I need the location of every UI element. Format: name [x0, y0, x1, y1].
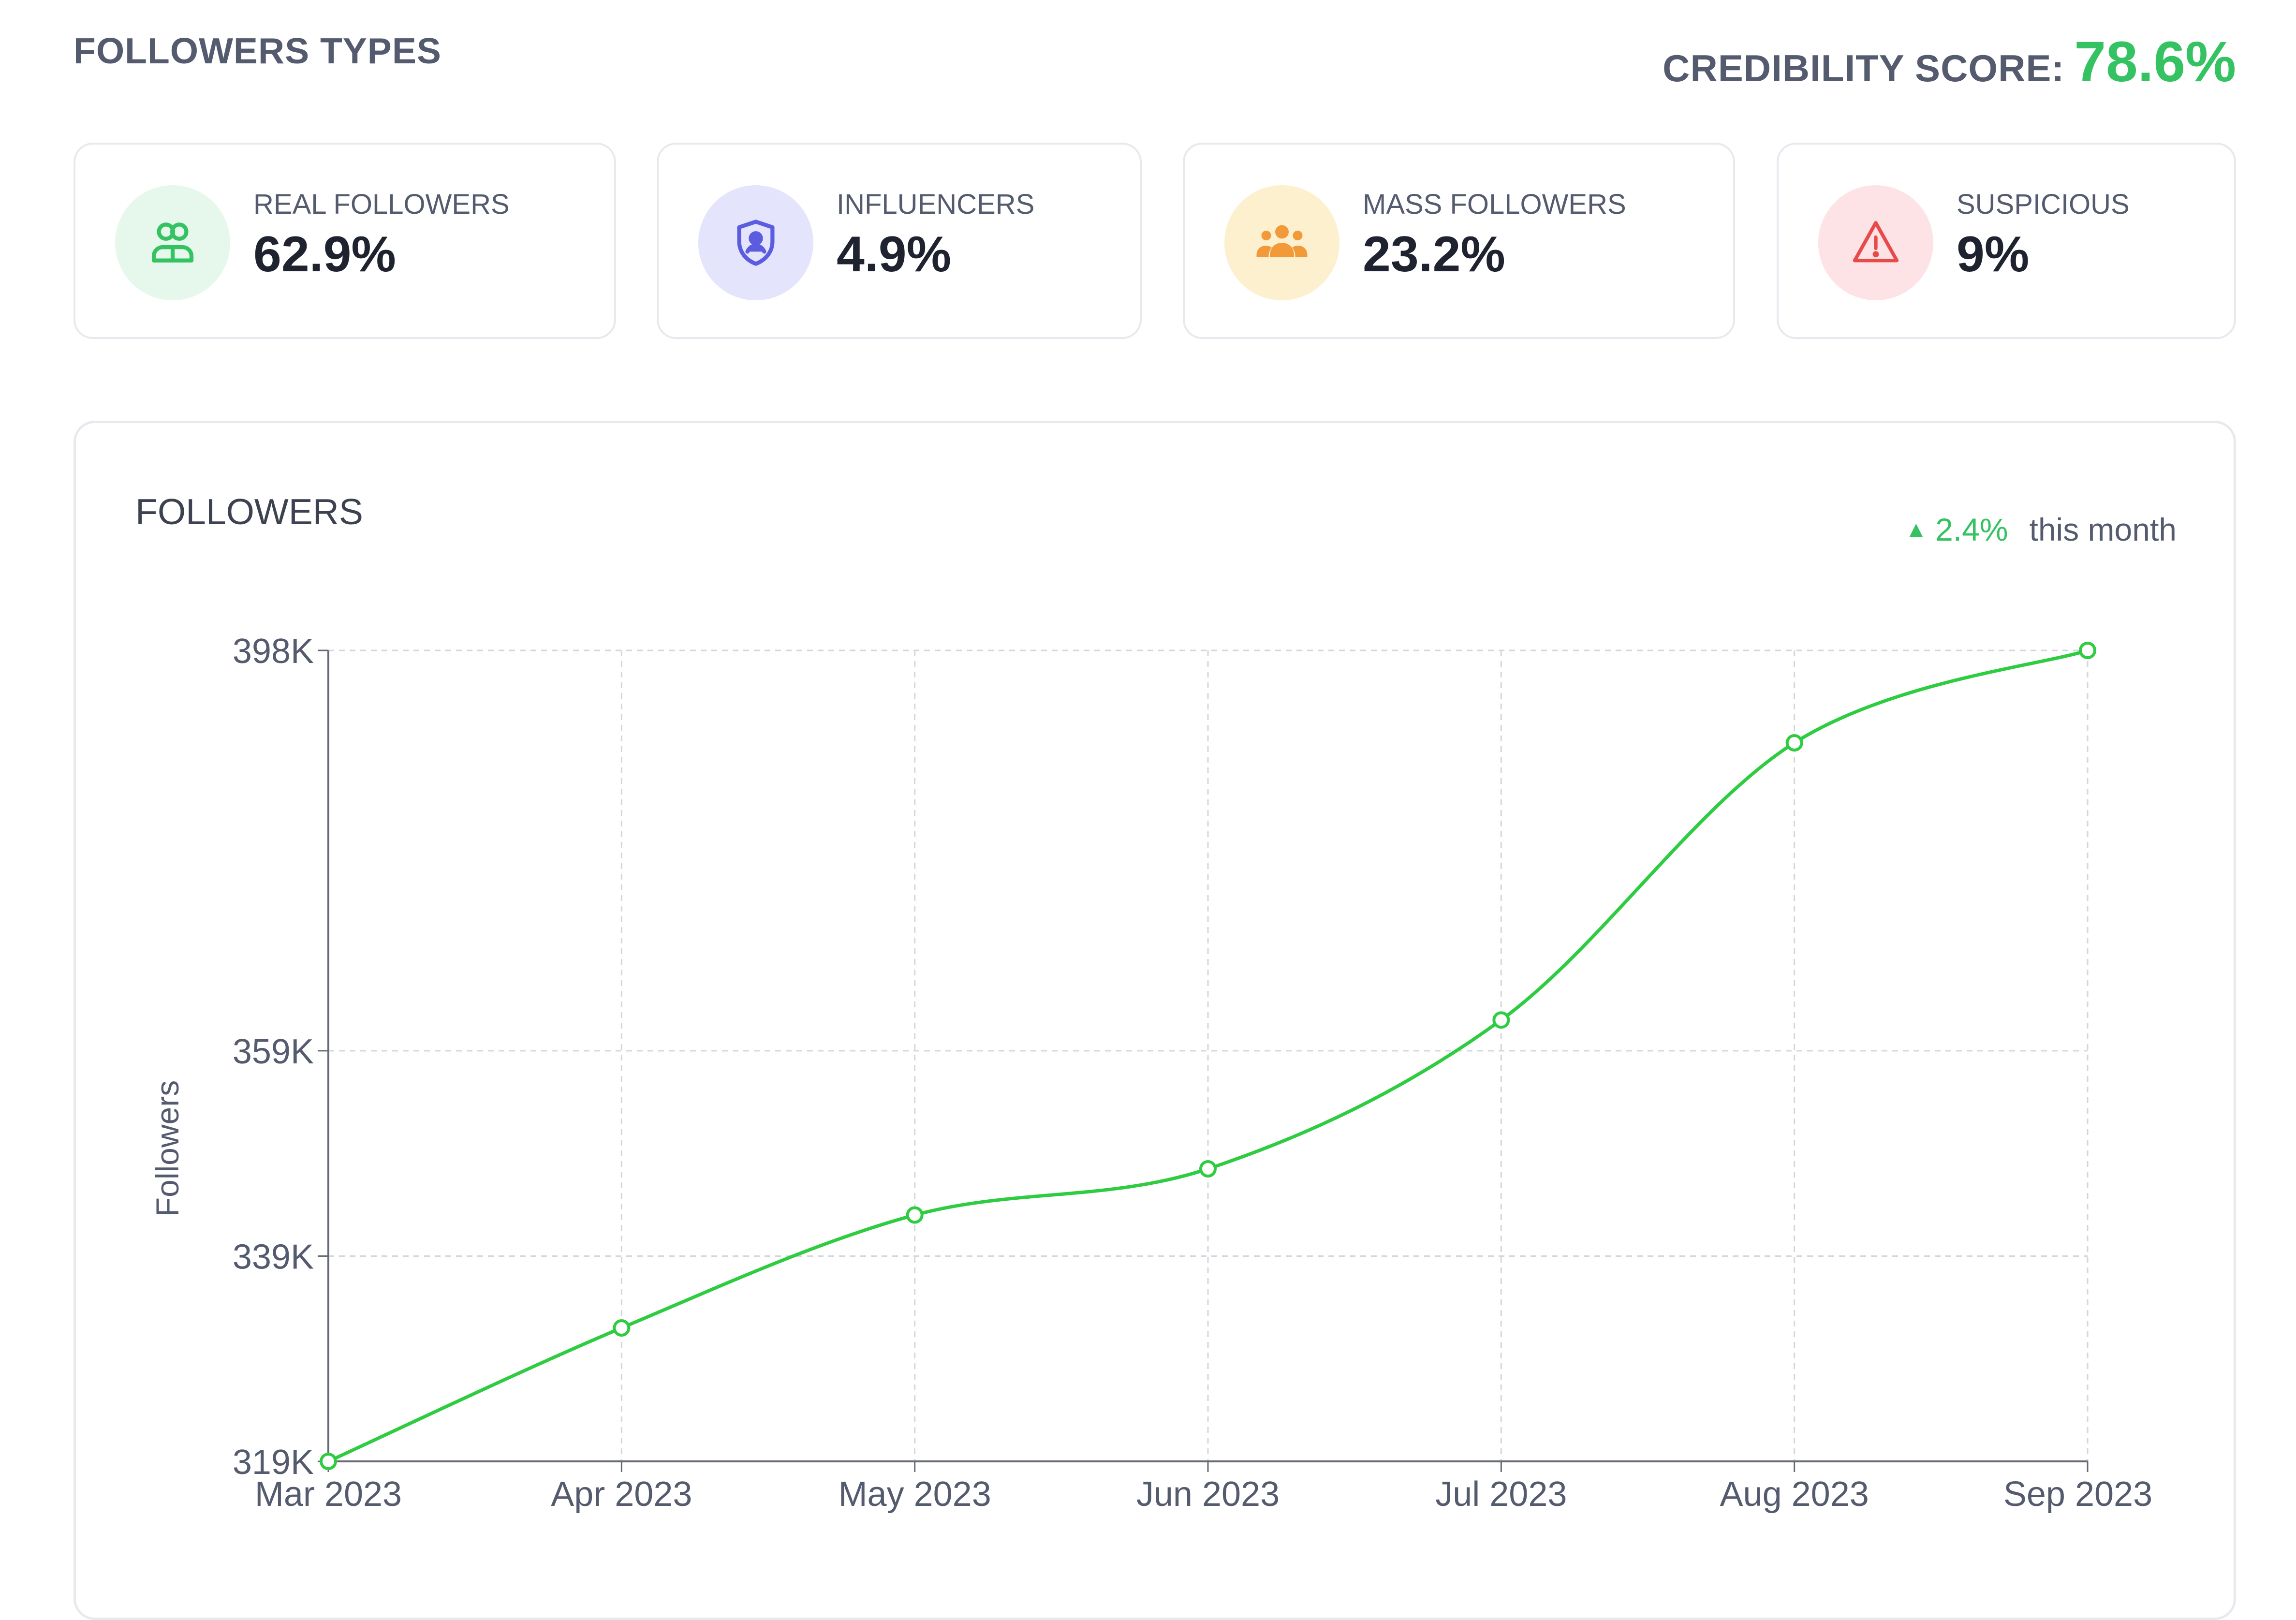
change-value: 2.4% [1935, 512, 2008, 547]
users-icon-bg [115, 185, 230, 300]
card-value: 62.9% [253, 226, 396, 282]
card-value: 9% [1957, 226, 2030, 282]
data-point [320, 1453, 337, 1470]
monthly-change: ▲ 2.4% this month [1905, 511, 2177, 548]
credibility-score: CREDIBILITY SCORE: 78.6% [1663, 29, 2236, 95]
y-tick-label: 319K [233, 1443, 314, 1482]
data-point [1492, 1011, 1510, 1029]
card-label: INFLUENCERS [837, 189, 1035, 220]
card-suspicious: SUSPICIOUS 9% [1777, 143, 2236, 339]
follower-type-cards: REAL FOLLOWERS 62.9% INFLUENCERS 4.9% MA… [74, 143, 2236, 342]
card-value: 4.9% [837, 226, 952, 282]
credibility-label: CREDIBILITY SCORE: [1663, 47, 2065, 89]
y-tick-label: 398K [233, 632, 314, 671]
card-influencers: INFLUENCERS 4.9% [657, 143, 1142, 339]
x-tick-label: Jul 2023 [1435, 1475, 1567, 1514]
y-axis-label: Followers [149, 1080, 185, 1217]
y-tick-label: 359K [233, 1032, 314, 1071]
card-label: SUSPICIOUS [1957, 189, 2130, 220]
warning-icon-bg [1818, 185, 1933, 300]
x-tick-label: Sep 2023 [2003, 1475, 2152, 1514]
followers-chart-card: FOLLOWERS ▲ 2.4% this month 319K 339K 359K… [74, 421, 2236, 1620]
followers-line-chart: 319K 339K 359K 398K Mar 2023 Apr 2023 May 2023… [149, 632, 2152, 1514]
card-mass-followers: MASS FOLLOWERS 23.2% [1183, 143, 1735, 339]
x-tick-label: Jun 2023 [1136, 1475, 1280, 1514]
arrow-up-icon: ▲ [1904, 516, 1928, 543]
card-value: 23.2% [1363, 226, 1505, 282]
data-point [906, 1206, 924, 1224]
card-label: REAL FOLLOWERS [253, 189, 510, 220]
followers-types-title: FOLLOWERS TYPES [74, 30, 442, 71]
credibility-value: 78.6% [2074, 30, 2236, 94]
data-point [2079, 642, 2096, 659]
shield-user-icon-bg [698, 185, 813, 300]
group-icon-bg [1224, 185, 1339, 300]
x-tick-label: May 2023 [839, 1475, 991, 1514]
x-tick-label: Mar 2023 [255, 1475, 402, 1514]
data-point [613, 1319, 631, 1337]
change-suffix: this month [2029, 512, 2177, 547]
x-tick-label: Aug 2023 [1720, 1475, 1869, 1514]
users-icon [151, 222, 194, 263]
data-point [1785, 734, 1803, 752]
shield-user-icon [737, 220, 775, 266]
card-real-followers: REAL FOLLOWERS 62.9% [74, 143, 616, 339]
data-point [1199, 1160, 1217, 1178]
group-icon [1256, 225, 1308, 257]
y-tick-label: 339K [233, 1237, 314, 1276]
warning-icon [1853, 221, 1899, 263]
chart-title: FOLLOWERS [135, 491, 363, 532]
card-label: MASS FOLLOWERS [1363, 189, 1626, 220]
x-tick-label: Apr 2023 [551, 1475, 692, 1514]
